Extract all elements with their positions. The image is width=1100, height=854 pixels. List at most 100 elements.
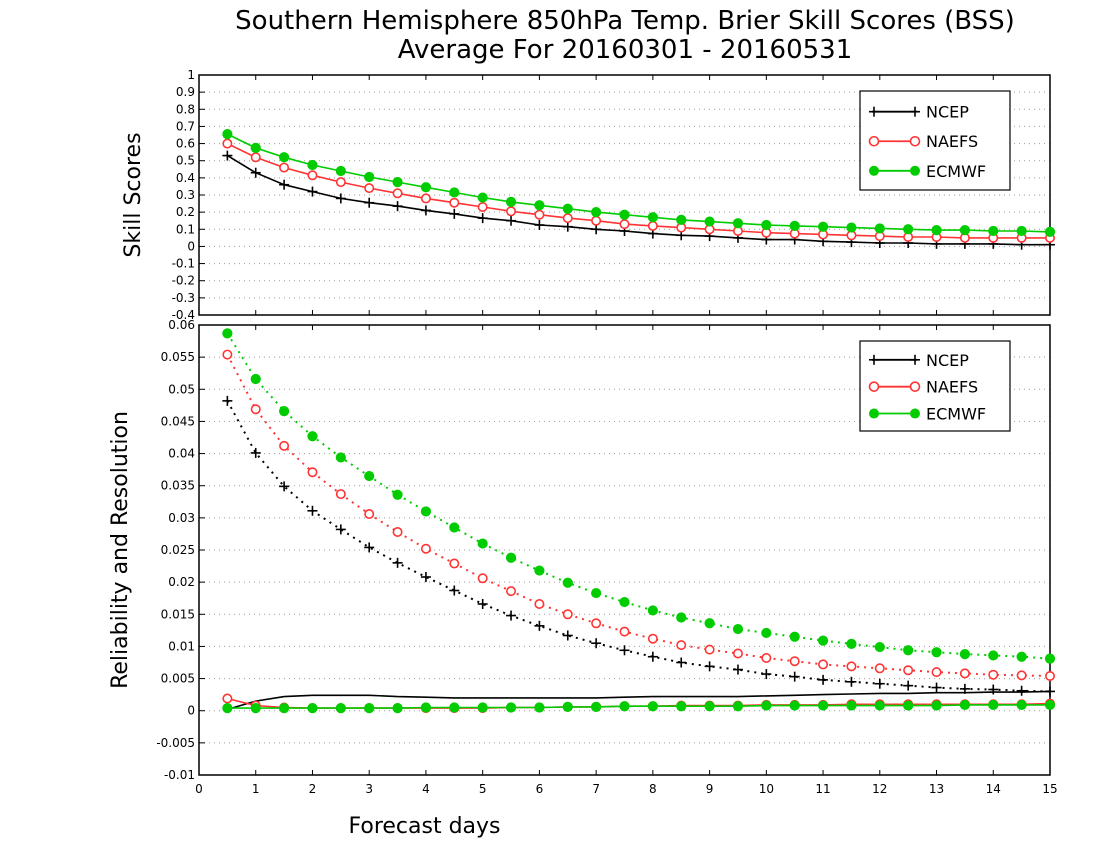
top-data-point <box>534 200 545 211</box>
legend-label: NCEP <box>926 103 969 122</box>
bottom-ytick-label: -0.01 <box>164 768 195 782</box>
bottom-ytick-label: 0.015 <box>161 607 195 621</box>
bottom-data-point <box>959 668 970 679</box>
legend-marker-right <box>909 381 921 392</box>
bottom-data-point <box>761 700 772 711</box>
bottom-xtick-label: 13 <box>929 782 944 796</box>
bottom-data-point <box>647 605 658 616</box>
bottom-data-point <box>591 638 602 649</box>
legend-label: ECMWF <box>926 405 986 424</box>
bottom-data-point <box>931 700 942 711</box>
bottom-legend-item-naefs: NAEFS <box>868 378 978 397</box>
bottom-xtick-label: 1 <box>252 782 260 796</box>
top-legend-item-ncep: NCEP <box>869 103 969 122</box>
top-data-point <box>732 218 744 229</box>
top-data-point <box>591 224 602 235</box>
bottom-data-point <box>846 661 857 672</box>
bottom-data-point <box>505 702 517 713</box>
bottom-data-point <box>988 684 999 695</box>
legend-marker-right <box>909 135 921 147</box>
bottom-xtick-label: 3 <box>365 782 373 796</box>
bottom-data-point <box>562 577 573 588</box>
top-ytick-label: 0.7 <box>176 119 195 133</box>
top-series-ecmwf <box>222 129 1056 237</box>
bottom-data-point <box>307 431 318 442</box>
bottom-xtick-label: 14 <box>986 782 1001 796</box>
top-data-point <box>364 171 375 183</box>
bottom-data-point <box>676 657 687 668</box>
bottom-data-point <box>420 572 431 582</box>
bottom-data-point <box>846 638 857 649</box>
top-data-point <box>279 179 290 190</box>
bottom-data-point <box>392 557 403 568</box>
bottom-data-point <box>279 481 290 492</box>
bottom-data-point <box>789 656 800 667</box>
legend-marker-left <box>869 354 879 365</box>
bottom-data-point <box>874 663 885 674</box>
bottom-data-point <box>222 693 233 704</box>
bottom-data-point <box>335 703 346 714</box>
top-ytick-label: 0.4 <box>176 171 195 185</box>
top-ytick-label: -0.4 <box>172 308 195 322</box>
top-data-point <box>392 188 403 199</box>
bottom-data-point <box>846 676 857 687</box>
bottom-data-point <box>477 702 488 713</box>
bottom-data-point <box>818 674 829 685</box>
top-data-point <box>1016 225 1027 237</box>
top-ylabel: Skill Scores <box>121 132 146 257</box>
bottom-data-point <box>789 671 800 682</box>
bottom-ytick-label: 0.02 <box>168 575 195 589</box>
bottom-xtick-label: 8 <box>649 782 657 796</box>
bottom-data-point <box>1016 699 1027 711</box>
bottom-ytick-label: 0.04 <box>168 447 195 461</box>
bottom-data-point <box>789 700 800 711</box>
bottom-data-point <box>619 701 630 712</box>
bottom-data-point <box>307 467 318 478</box>
bottom-ytick-label: 0.025 <box>161 543 195 557</box>
top-data-point <box>477 192 488 203</box>
reliability-resolution-panel: -0.01 -0.005 0 0.005 0.01 0.015 0.02 0.025 0.03 0… <box>108 318 1058 839</box>
bottom-data-point <box>676 640 687 651</box>
bottom-data-point <box>988 699 999 711</box>
bottom-data-point <box>506 610 517 621</box>
top-data-point <box>420 193 431 204</box>
bottom-data-point <box>477 573 488 584</box>
bottom-data-point <box>392 703 403 714</box>
bottom-ytick-label: 0.06 <box>168 318 195 332</box>
top-ytick-label: 0.2 <box>176 205 195 219</box>
bottom-data-point <box>279 703 290 714</box>
bottom-data-point <box>647 633 658 644</box>
top-ytick-label: -0.3 <box>172 291 195 305</box>
bottom-series-ecmwf <box>222 328 1056 664</box>
top-data-point <box>647 220 658 231</box>
top-data-point <box>335 165 346 177</box>
top-data-point <box>506 206 517 217</box>
top-data-point <box>846 222 857 233</box>
top-data-point <box>364 197 375 208</box>
bottom-ytick-label: 0.005 <box>161 672 195 686</box>
legend-marker-right <box>910 165 920 176</box>
bottom-data-point <box>732 623 744 635</box>
bottom-data-point <box>222 703 233 714</box>
top-legend-item-naefs: NAEFS <box>868 132 978 151</box>
legend-label: NAEFS <box>926 132 978 151</box>
legend-marker-left <box>868 381 880 392</box>
top-data-point <box>761 219 772 231</box>
top-series-ncep <box>222 150 1055 250</box>
bottom-series-component-3 <box>227 690 1051 711</box>
bottom-data-point <box>250 703 261 714</box>
bottom-series-naefs <box>222 349 1056 681</box>
bottom-ytick-label: 0 <box>187 704 195 718</box>
bottom-ytick-label: 0.045 <box>161 414 195 428</box>
top-data-point <box>335 177 346 188</box>
legend-marker-left <box>869 106 879 117</box>
top-data-point <box>477 202 488 213</box>
bottom-data-point <box>732 701 744 712</box>
legend-label: NCEP <box>926 351 969 370</box>
bottom-series-component-5 <box>222 699 1056 714</box>
top-data-point <box>364 183 375 194</box>
top-data-point <box>222 138 233 149</box>
bottom-data-point <box>903 645 914 656</box>
bottom-data-point <box>761 627 772 639</box>
bottom-data-point <box>449 585 460 596</box>
